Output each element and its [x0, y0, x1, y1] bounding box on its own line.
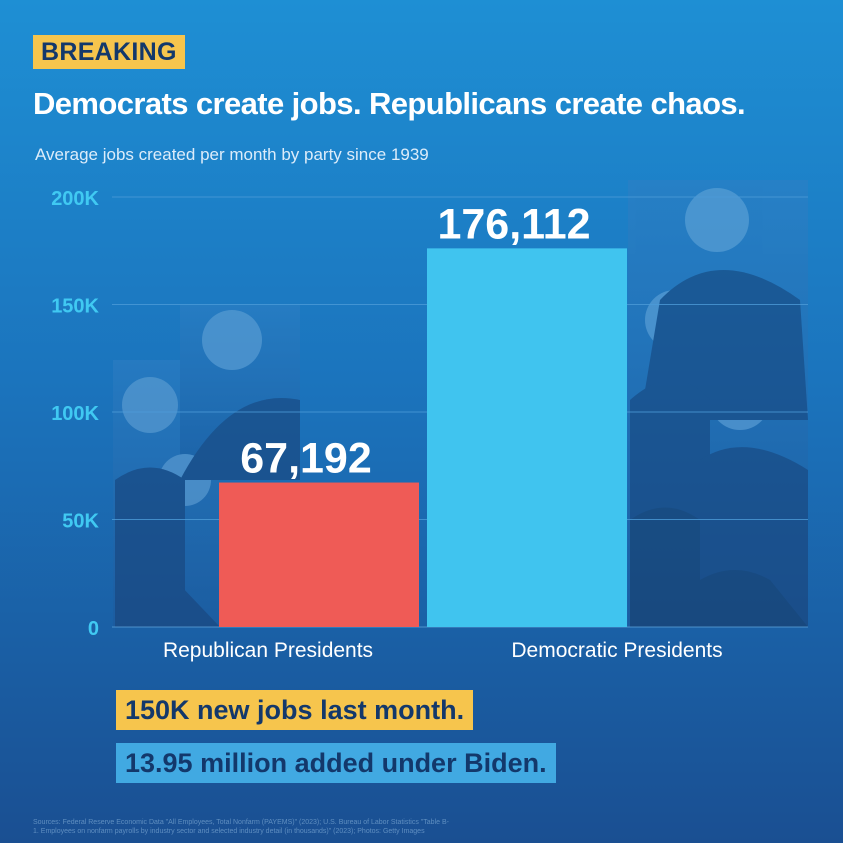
y-tick-label: 50K [62, 511, 99, 533]
y-tick-label: 100K [51, 403, 99, 425]
sources-note: Sources: Federal Reserve Economic Data "… [33, 819, 449, 835]
bar-republican [219, 482, 419, 627]
bar-value-label: 67,192 [240, 435, 372, 483]
subtitle: Average jobs created per month by party … [35, 145, 429, 164]
republican-presidents-photo [113, 305, 300, 627]
y-tick-label: 200K [51, 188, 99, 210]
highlight-biden-total: 13.95 million added under Biden. [116, 743, 556, 783]
democratic-presidents-photo [628, 180, 808, 627]
headline: Democrats create jobs. Republicans creat… [33, 86, 746, 121]
bar-democratic [427, 248, 627, 628]
highlight-new-jobs: 150K new jobs last month. [116, 690, 474, 730]
breaking-badge: BREAKING [33, 35, 185, 69]
x-category-label: Republican Presidents [163, 639, 373, 662]
x-category-label: Democratic Presidents [511, 639, 722, 662]
bar-value-label: 176,112 [437, 200, 590, 248]
y-tick-label: 150K [51, 296, 99, 318]
y-tick-label: 0 [88, 618, 99, 640]
